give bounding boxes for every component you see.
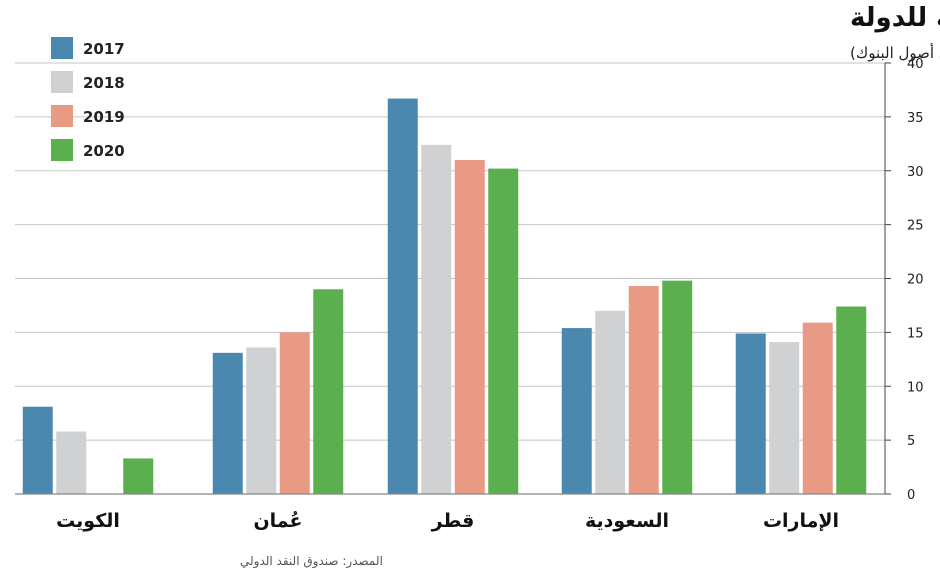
y-axis: 0 5 10 15 20 25 30 35 40: [884, 57, 924, 503]
legend-swatch: [51, 139, 73, 161]
bar: [279, 332, 310, 494]
bar: [56, 431, 87, 494]
bar: [561, 328, 592, 494]
bar: [595, 310, 626, 494]
y-tick-label: 40: [907, 57, 924, 72]
y-tick-label: 5: [907, 434, 915, 449]
bar: [246, 347, 277, 494]
y-tick-label: 35: [907, 111, 924, 126]
bar: [735, 333, 766, 494]
bar: [836, 306, 867, 494]
legend-swatch: [51, 37, 73, 59]
chart-subtitle: (النسبة المئوية من إجمالي أصول البنوك): [850, 43, 940, 63]
legend-swatch: [51, 105, 73, 127]
y-tick-label: 25: [907, 219, 924, 234]
legend-label: 2017: [83, 40, 125, 58]
bar: [769, 342, 800, 494]
legend-label: 2019: [83, 108, 125, 126]
legend-swatch: [51, 71, 73, 93]
x-axis: الكويت عُمان قطر السعودية الإمارات: [15, 493, 885, 532]
bar: [22, 406, 53, 494]
y-tick-label: 10: [907, 380, 924, 395]
chart-title: المطلوبات على الحكومة والشركات المملوكة …: [850, 3, 940, 33]
bar: [628, 286, 659, 494]
x-category-label: الكويت: [56, 510, 120, 532]
y-tick-label: 30: [907, 165, 924, 180]
source-note: المصدر: صندوق النقد الدولي: [240, 554, 383, 569]
y-tick-label: 20: [907, 273, 924, 288]
x-category-label: عُمان: [253, 510, 302, 532]
x-category-label: قطر: [431, 510, 475, 532]
bar: [454, 159, 485, 494]
legend-label: 2020: [83, 142, 125, 160]
bar: [387, 98, 418, 495]
bars-group: [22, 98, 867, 495]
y-tick-label: 15: [907, 326, 924, 341]
bar: [802, 322, 833, 494]
bar: [488, 168, 519, 494]
legend: 2017 2018 2019 2020: [51, 37, 125, 161]
legend-label: 2018: [83, 74, 125, 92]
bar: [212, 352, 243, 494]
bar: [421, 144, 452, 494]
x-category-label: الإمارات: [763, 510, 839, 532]
x-category-label: السعودية: [585, 510, 669, 532]
bar: [123, 458, 154, 494]
bar: [313, 289, 344, 494]
bar: [662, 280, 693, 494]
y-tick-label: 0: [907, 488, 915, 503]
